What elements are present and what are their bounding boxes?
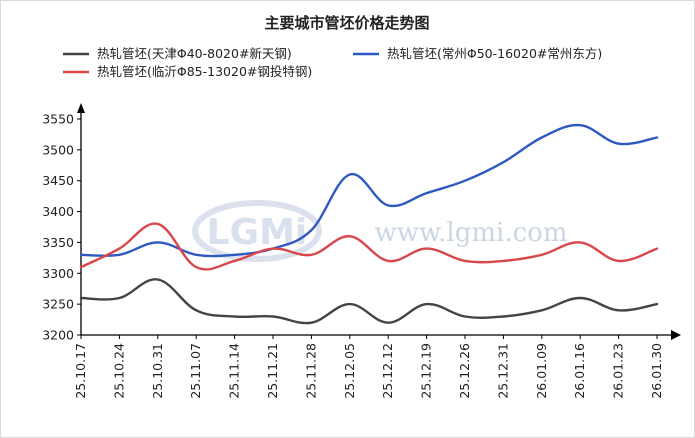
x-tick-label: 25.11.07	[188, 343, 203, 399]
x-tick-label: 25.10.17	[73, 343, 88, 399]
legend-label-2: 热轧管坯(临沂Φ85-13020#钢投特钢)	[97, 64, 312, 79]
x-tick-label: 25.10.24	[111, 343, 126, 399]
x-tick-label: 26.01.09	[534, 343, 549, 399]
watermark-logo: LGMi	[207, 212, 308, 253]
x-tick-label: 26.01.30	[649, 343, 664, 399]
x-tick-label: 25.12.12	[380, 343, 395, 399]
x-tick-label: 25.10.31	[150, 343, 165, 399]
legend: 热轧管坯(天津Φ40-8020#新天钢) 热轧管坯(常州Φ50-16020#常州…	[63, 46, 602, 79]
x-tick-label: 25.11.28	[303, 343, 318, 399]
plot-area: 3200 3250 3300 3350 3400 3450 3500 3550 25.10.17…	[42, 103, 681, 399]
x-tick-label: 25.11.14	[227, 343, 242, 399]
y-tick-label: 3350	[42, 235, 74, 250]
watermark: LGMi www.lgmi.com	[192, 200, 568, 262]
series-line-2	[79, 222, 659, 271]
y-tick-label: 3400	[42, 204, 74, 219]
y-tick-label: 3500	[42, 142, 74, 157]
chart-title: 主要城市管坯价格走势图	[264, 14, 429, 32]
x-tick-label: 25.12.26	[457, 343, 472, 399]
x-axis-arrow	[671, 330, 681, 340]
watermark-ring	[192, 200, 322, 262]
y-tick-label: 3200	[42, 328, 74, 343]
series-line-1	[79, 123, 659, 258]
x-tick-label: 25.12.31	[495, 343, 510, 399]
x-tick-label: 25.11.21	[265, 343, 280, 399]
x-tick-label: 25.12.05	[342, 343, 357, 399]
y-tick-label: 3300	[42, 266, 74, 281]
x-tick-label: 25.12.19	[419, 343, 434, 399]
y-axis-arrow	[77, 103, 85, 113]
legend-label-1: 热轧管坯(常州Φ50-16020#常州东方)	[387, 46, 602, 61]
watermark-url: www.lgmi.com	[374, 218, 567, 248]
legend-label-0: 热轧管坯(天津Φ40-8020#新天钢)	[97, 46, 292, 61]
x-tick-label: 26.01.16	[572, 343, 587, 399]
y-tick-label: 3250	[42, 297, 74, 312]
y-tick-label: 3450	[42, 173, 74, 188]
y-tick-label: 3550	[42, 112, 74, 127]
x-tick-label: 26.01.23	[611, 343, 626, 399]
series-line-0	[79, 278, 659, 325]
